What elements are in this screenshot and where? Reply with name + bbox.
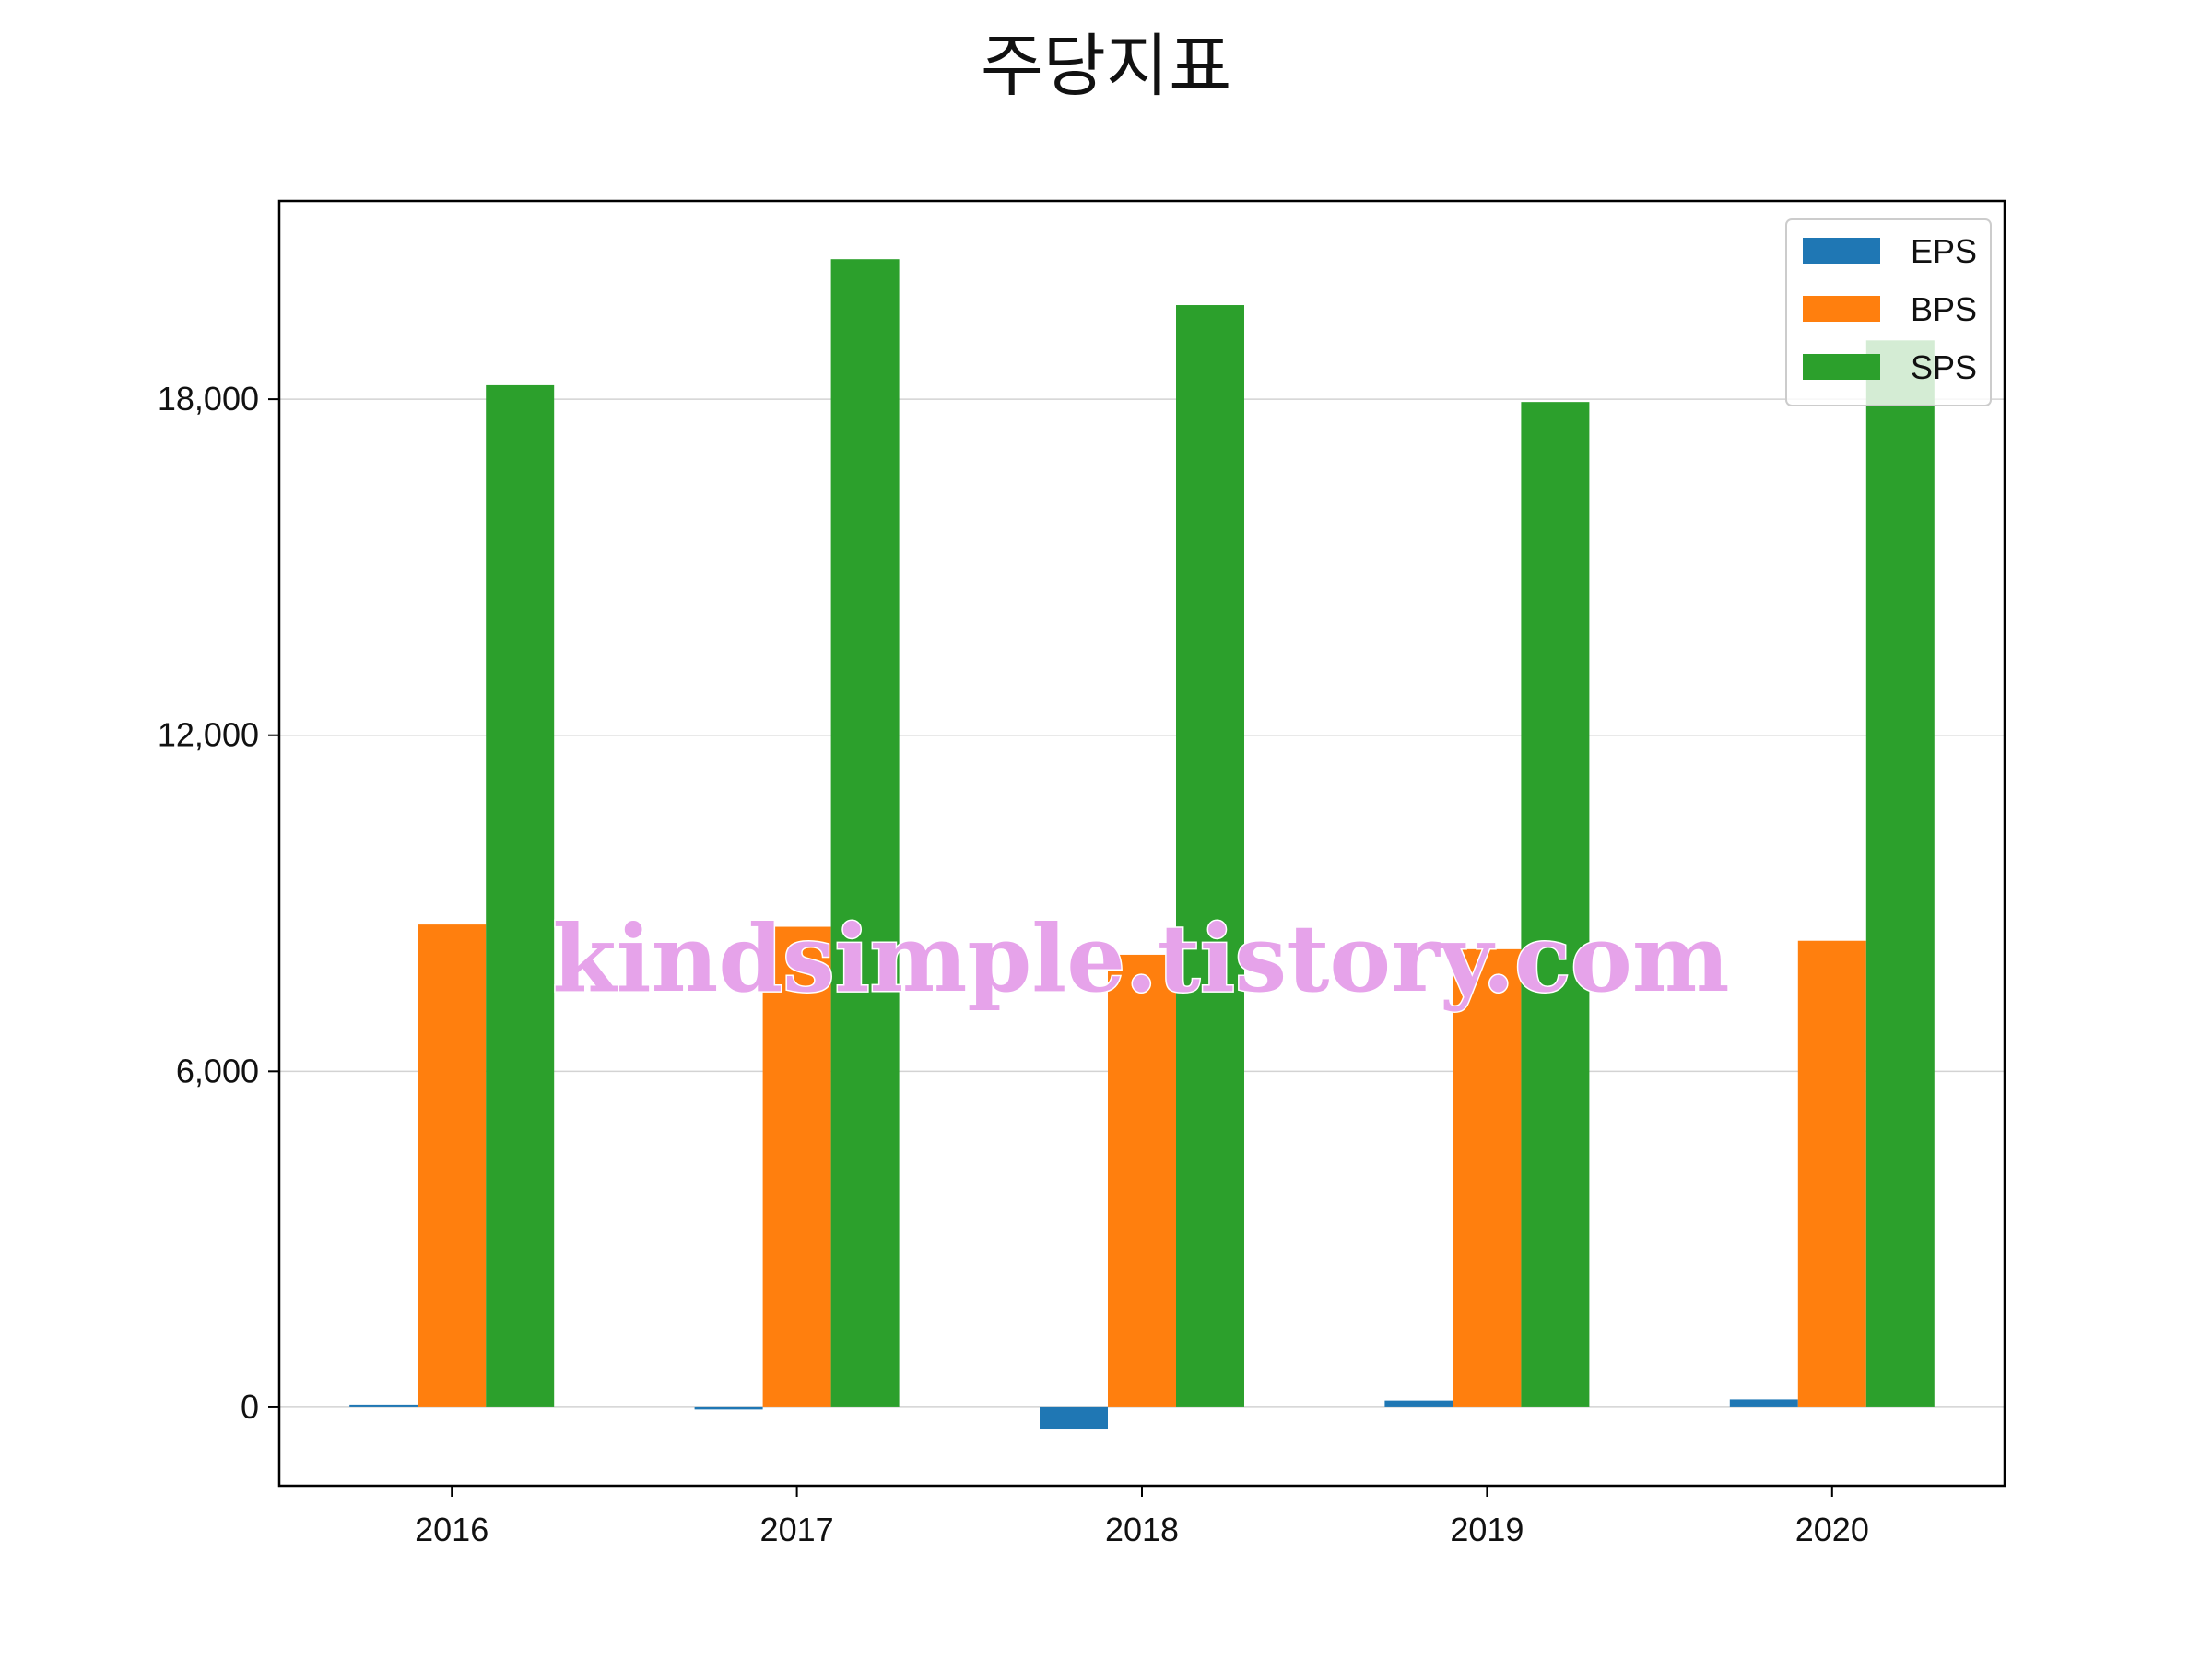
x-tick-label: 2016 [415,1511,488,1548]
x-tick-label: 2017 [760,1511,834,1548]
legend-label-sps: SPS [1911,348,1977,386]
bar-bps-2016 [418,924,487,1407]
y-tick-label: 18,000 [158,380,259,418]
x-tick-label: 2019 [1450,1511,1524,1548]
chart-title: 주당지표 [980,27,1232,106]
bar-sps-2019 [1521,402,1590,1407]
bar-eps-2016 [349,1404,418,1407]
bar-bps-2018 [1108,954,1176,1407]
x-tick-label: 2018 [1105,1511,1179,1548]
x-tick-label: 2020 [1795,1511,1869,1548]
bar-bps-2017 [762,926,831,1407]
bar-sps-2018 [1176,305,1244,1407]
watermark-text: kindsimple.tistory.com [552,904,1729,1013]
legend-label-bps: BPS [1911,290,1977,328]
bar-eps-2020 [1729,1399,1798,1407]
bar-sps-2020 [1865,340,1935,1407]
legend-label-eps: EPS [1911,232,1977,270]
bar-eps-2018 [1040,1406,1108,1430]
bar-sps-2017 [830,259,900,1407]
bar-sps-2016 [486,384,555,1407]
y-tick-label: 12,000 [158,716,259,754]
bar-bps-2019 [1453,948,1522,1407]
y-tick-label: 0 [241,1388,259,1426]
bar-eps-2017 [694,1406,763,1410]
legend-swatch-sps [1803,354,1880,380]
y-tick-label: 6,000 [176,1052,259,1089]
bar-bps-2020 [1797,940,1866,1407]
legend-swatch-bps [1803,296,1880,322]
bar-eps-2019 [1384,1400,1453,1407]
legend-swatch-eps [1803,238,1880,264]
